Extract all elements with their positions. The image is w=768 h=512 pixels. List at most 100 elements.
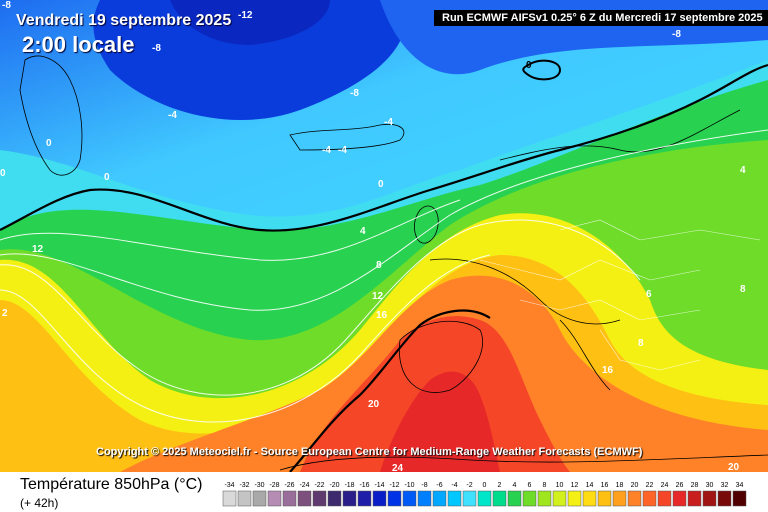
- label-4: 4: [740, 165, 746, 176]
- scale-swatch: [582, 490, 597, 507]
- label-minus-8: -8: [2, 0, 11, 11]
- scale-tick-label: 22: [646, 482, 654, 489]
- label-12: 12: [372, 291, 384, 302]
- scale-tick-label: 32: [721, 482, 729, 489]
- label-16: 16: [602, 365, 614, 376]
- label-20: 20: [728, 462, 740, 472]
- north-africa-coast: [279, 454, 768, 471]
- scale-tick-label: -30: [254, 482, 264, 489]
- scale-tick-label: 24: [661, 482, 669, 489]
- isotherm-0-closed: [522, 59, 562, 81]
- scale-swatch: [522, 490, 537, 507]
- scale-tick-label: -16: [359, 482, 369, 489]
- scale-swatch: [717, 490, 732, 507]
- coastlines: [19, 55, 768, 471]
- label-zero: 0: [378, 179, 384, 190]
- label-6: 6: [646, 289, 652, 300]
- scale-swatch: [702, 490, 717, 507]
- label-2: 2: [2, 308, 8, 319]
- isotherm-20: [289, 309, 491, 472]
- label-zero: 0: [46, 138, 52, 149]
- scale-tick-label: 4: [513, 482, 517, 489]
- label-zero: 0: [104, 172, 110, 183]
- scale-tick-label: -12: [389, 482, 399, 489]
- scale-tick-label: 10: [556, 482, 564, 489]
- scale-tick-label: -8: [421, 482, 427, 489]
- scale-swatch: [687, 490, 702, 507]
- scale-swatch: [492, 490, 507, 507]
- scale-swatch: [642, 490, 657, 507]
- copyright-notice: Copyright © 2025 Meteociel.fr - Source E…: [96, 446, 643, 458]
- scandinavia-coast: [499, 109, 741, 161]
- scale-swatch: [597, 490, 612, 507]
- label-8: 8: [376, 260, 382, 271]
- italy-coast: [559, 319, 611, 391]
- scale-tick-label: 26: [676, 482, 684, 489]
- scale-tick-label: 14: [586, 482, 594, 489]
- legend-title: Température 850hPa (°C): [20, 476, 203, 493]
- legend-bar: Température 850hPa (°C) (+ 42h) -34 -32 -3…: [0, 472, 768, 512]
- label-minus-8: -8: [152, 43, 161, 54]
- scale-tick-label: -2: [466, 482, 472, 489]
- scale-swatch: [282, 490, 297, 507]
- label-16: 16: [376, 310, 388, 321]
- scale-tick-label: -34: [224, 482, 234, 489]
- temperature-map: -12 -8 -8 -8 -8 -4 -4 -4 -4 0 0 0 0 0 4 …: [0, 0, 768, 472]
- scale-tick-label: -28: [269, 482, 279, 489]
- scale-swatch: [327, 490, 342, 507]
- scale-swatch: [432, 490, 447, 507]
- scale-swatch: [297, 490, 312, 507]
- scale-swatch: [732, 490, 747, 507]
- british-isles-coast: [414, 205, 439, 244]
- scale-swatch: [447, 490, 462, 507]
- scale-tick-label: -10: [404, 482, 414, 489]
- hot-core-inner: [380, 371, 500, 472]
- scale-swatch: [357, 490, 372, 507]
- western-europe-coast: [429, 258, 621, 325]
- legend-subtitle: (+ 42h): [20, 496, 59, 510]
- isotherms: [0, 129, 768, 423]
- scale-swatch: [342, 490, 357, 507]
- label-8: 8: [638, 338, 644, 349]
- label-minus-4: -4: [384, 117, 393, 128]
- scale-swatch: [657, 490, 672, 507]
- scale-tick-label: 8: [543, 482, 547, 489]
- label-minus-4: -4: [338, 145, 347, 156]
- scale-tick-label: 16: [601, 482, 609, 489]
- borders: [479, 219, 761, 371]
- scale-swatch: [552, 490, 567, 507]
- scale-swatch: [312, 490, 327, 507]
- scale-tick-label: -22: [314, 482, 324, 489]
- scale-swatch: [537, 490, 552, 507]
- label-12: 12: [32, 244, 44, 255]
- scale-tick-label: 18: [616, 482, 624, 489]
- scale-tick-label: -6: [436, 482, 442, 489]
- scale-swatch: [387, 490, 402, 507]
- scale-swatch: [477, 490, 492, 507]
- scale-tick-label: -18: [344, 482, 354, 489]
- forecast-date: Vendredi 19 septembre 2025: [16, 12, 232, 29]
- label-8: 8: [740, 284, 746, 295]
- greenland-coast: [19, 55, 83, 176]
- scale-tick-label: 28: [691, 482, 699, 489]
- iberia-coast: [398, 320, 483, 393]
- scale-swatch: [627, 490, 642, 507]
- scale-swatch: [372, 490, 387, 507]
- scale-tick-label: 12: [571, 482, 579, 489]
- forecast-time: 2:00 locale: [22, 32, 135, 57]
- scale-swatch: [237, 490, 252, 507]
- scale-swatch: [567, 490, 582, 507]
- polar-cold-core-inner: [170, 0, 330, 45]
- isotherm-labels: -12 -8 -8 -8 -8 -4 -4 -4 -4 0 0 0 0 0 4 …: [0, 0, 746, 472]
- scale-tick-label: -24: [299, 482, 309, 489]
- label-minus-12: -12: [238, 10, 253, 21]
- model-run-banner: Run ECMWF AIFSv1 0.25° 6 Z du Mercredi 1…: [434, 10, 768, 26]
- color-scale: -34 -32 -30 -28 -26 -24 -22 -20 -18 -16 -14 -12 -10-…: [222, 482, 747, 507]
- label-20: 20: [368, 399, 380, 410]
- svalbard-coast: [289, 123, 405, 151]
- scale-swatch: [507, 490, 522, 507]
- scale-tick-label: -26: [284, 482, 294, 489]
- map-canvas: -12 -8 -8 -8 -8 -4 -4 -4 -4 0 0 0 0 0 4 …: [0, 0, 768, 472]
- scale-tick-label: -14: [374, 482, 384, 489]
- label-zero: 0: [0, 168, 6, 179]
